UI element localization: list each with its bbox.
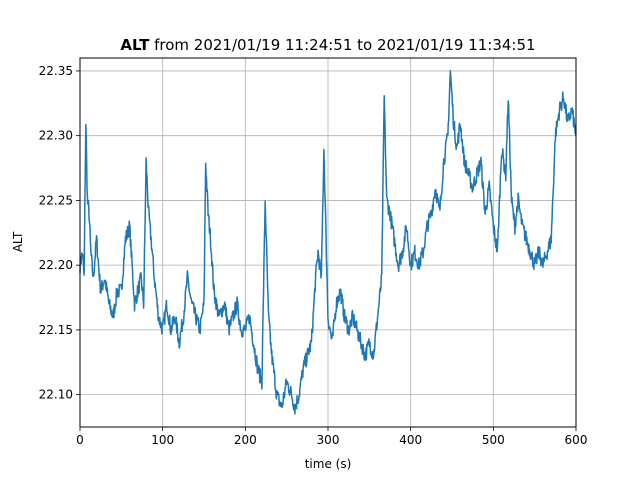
title-variable: ALT xyxy=(120,36,150,54)
title-range: from 2021/01/19 11:24:51 to 2021/01/19 1… xyxy=(149,36,535,54)
x-tick-label: 200 xyxy=(234,433,257,447)
y-tick-label: 22.35 xyxy=(39,64,73,78)
y-tick-label: 22.30 xyxy=(39,129,73,143)
x-axis-label: time (s) xyxy=(305,457,352,471)
y-tick-label: 22.10 xyxy=(39,388,73,402)
x-tick-label: 600 xyxy=(565,433,588,447)
y-axis-ticks: 22.10 22.15 22.20 22.25 22.30 22.35 xyxy=(39,64,80,402)
series-layer xyxy=(79,69,577,415)
series-line xyxy=(79,69,577,415)
y-tick-label: 22.25 xyxy=(39,193,73,207)
y-tick-label: 22.15 xyxy=(39,323,73,337)
x-axis-ticks: 0 100 200 300 400 500 600 xyxy=(76,427,587,447)
x-tick-label: 500 xyxy=(482,433,505,447)
chart-title: ALT from 2021/01/19 11:24:51 to 2021/01/… xyxy=(120,36,535,54)
y-tick-label: 22.20 xyxy=(39,258,73,272)
x-tick-label: 400 xyxy=(399,433,422,447)
x-tick-label: 100 xyxy=(151,433,174,447)
x-tick-label: 0 xyxy=(76,433,84,447)
x-tick-label: 300 xyxy=(317,433,340,447)
y-axis-label: ALT xyxy=(11,231,25,252)
